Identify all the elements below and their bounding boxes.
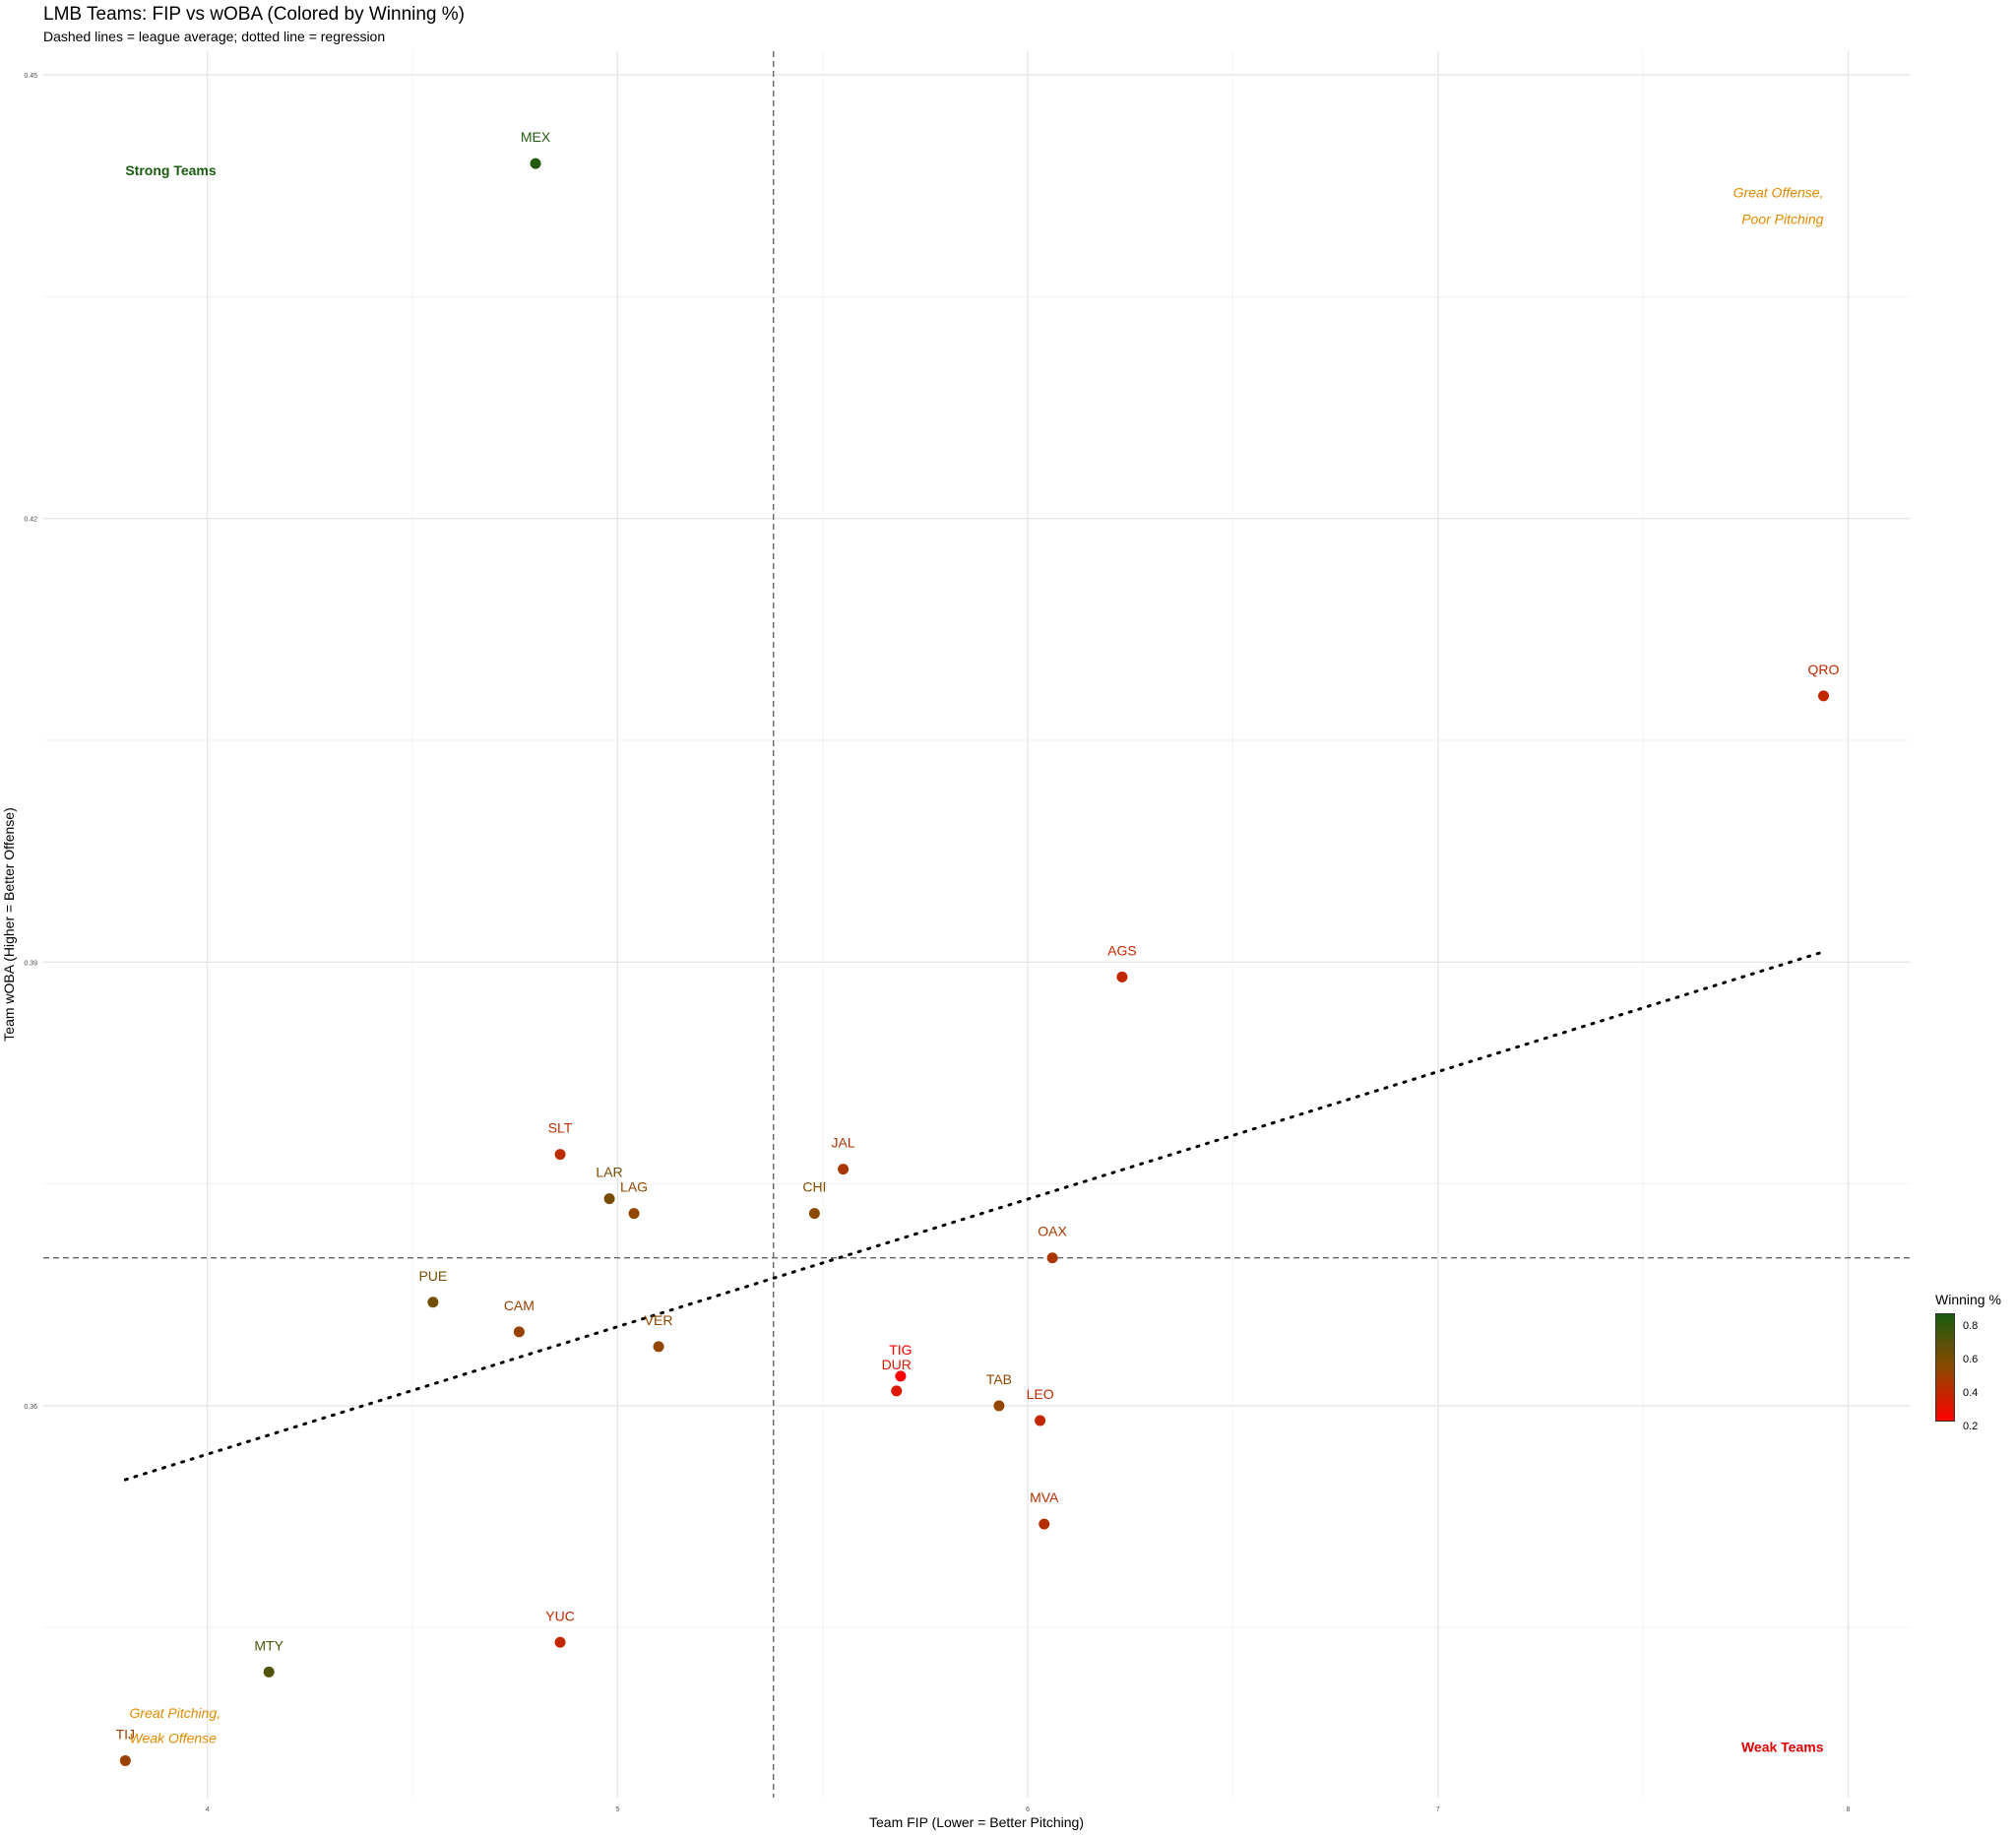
data-point-tig xyxy=(895,1370,907,1382)
point-label-lag: LAG xyxy=(620,1179,648,1195)
x-tick-label: 4 xyxy=(206,1806,210,1813)
legend-tick: 0.6 xyxy=(1963,1354,1979,1365)
point-label-pue: PUE xyxy=(418,1268,447,1284)
quadrant-annotation: Weak Offense xyxy=(130,1730,218,1745)
point-label-dur: DUR xyxy=(882,1357,912,1372)
point-label-qro: QRO xyxy=(1808,662,1840,677)
data-point-mva xyxy=(1039,1518,1050,1530)
data-point-leo xyxy=(1035,1415,1046,1426)
data-point-ver xyxy=(653,1341,664,1353)
point-label-tig: TIG xyxy=(889,1342,912,1358)
point-label-leo: LEO xyxy=(1027,1386,1054,1402)
regression-line xyxy=(123,950,1825,1482)
data-point-slt xyxy=(554,1149,566,1161)
x-axis-title: Team FIP (Lower = Better Pitching) xyxy=(869,1814,1084,1830)
y-tick-label: 0.39 xyxy=(24,960,37,967)
point-label-ags: AGS xyxy=(1107,942,1137,958)
point-label-mex: MEX xyxy=(521,129,551,145)
chart-title: LMB Teams: FIP vs wOBA (Colored by Winni… xyxy=(43,4,466,25)
point-label-ver: VER xyxy=(645,1312,673,1328)
data-point-mex xyxy=(530,158,541,169)
data-point-cam xyxy=(513,1326,525,1338)
data-point-tij xyxy=(119,1754,131,1766)
quadrant-annotation: Poor Pitching xyxy=(1741,212,1823,227)
point-label-slt: SLT xyxy=(548,1120,573,1136)
point-label-yuc: YUC xyxy=(545,1608,575,1623)
data-point-qro xyxy=(1817,690,1829,702)
data-point-chi xyxy=(808,1208,820,1220)
quadrant-annotation: Great Offense, xyxy=(1733,185,1824,201)
x-tick-label: 7 xyxy=(1436,1806,1440,1813)
data-point-lar xyxy=(603,1193,615,1205)
data-point-tab xyxy=(993,1400,1005,1412)
data-point-lag xyxy=(628,1208,640,1220)
quadrant-annotation: Great Pitching, xyxy=(130,1705,221,1721)
legend-gradient-bar xyxy=(1935,1313,1955,1422)
y-tick-label: 0.45 xyxy=(24,73,37,80)
y-tick-label: 0.36 xyxy=(24,1404,37,1411)
data-point-oax xyxy=(1046,1252,1058,1264)
data-point-mty xyxy=(263,1666,275,1678)
point-label-tab: TAB xyxy=(986,1371,1012,1387)
point-label-lar: LAR xyxy=(596,1165,622,1180)
x-tick-label: 8 xyxy=(1847,1806,1851,1813)
data-point-jal xyxy=(838,1164,850,1175)
data-point-pue xyxy=(427,1297,439,1308)
point-label-tij: TIJ xyxy=(116,1726,135,1742)
y-axis-title: Team wOBA (Higher = Better Offense) xyxy=(1,807,17,1041)
point-label-cam: CAM xyxy=(504,1298,535,1313)
point-label-mva: MVA xyxy=(1030,1489,1059,1505)
x-tick-label: 5 xyxy=(615,1806,619,1813)
point-label-chi: CHI xyxy=(802,1179,826,1195)
x-tick-label: 6 xyxy=(1026,1806,1030,1813)
point-label-jal: JAL xyxy=(832,1135,855,1151)
legend-tick: 0.8 xyxy=(1963,1320,1979,1332)
quadrant-annotation: Weak Teams xyxy=(1741,1739,1824,1754)
point-label-mty: MTY xyxy=(254,1637,284,1653)
legend-title: Winning % xyxy=(1935,1292,2001,1307)
data-point-dur xyxy=(891,1385,903,1397)
quadrant-annotation: Strong Teams xyxy=(125,162,217,178)
data-point-yuc xyxy=(554,1636,566,1648)
chart-subtitle: Dashed lines = league average; dotted li… xyxy=(43,29,386,44)
point-label-oax: OAX xyxy=(1038,1224,1067,1239)
color-legend: Winning % 0.8 0.6 0.4 0.2 xyxy=(1935,1292,2014,1432)
legend-tick: 0.2 xyxy=(1963,1421,1979,1432)
legend-tick: 0.4 xyxy=(1963,1387,1979,1399)
y-tick-label: 0.42 xyxy=(24,517,37,524)
data-point-ags xyxy=(1116,971,1128,982)
